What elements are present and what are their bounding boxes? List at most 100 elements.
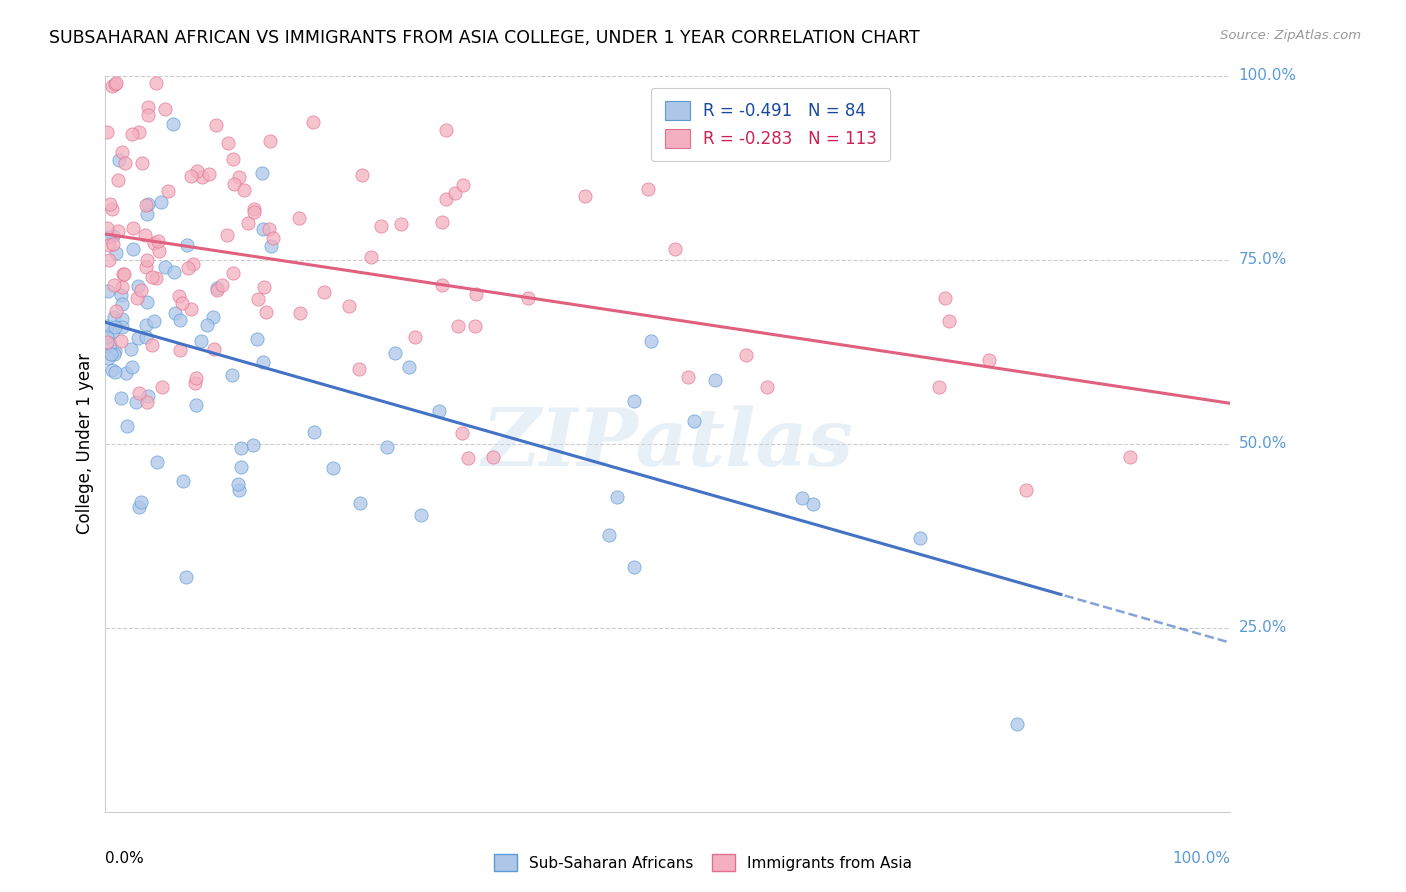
Point	[136, 197, 159, 211]
Point	[180, 169, 202, 183]
Point	[131, 156, 153, 170]
Point	[153, 102, 176, 116]
Point	[349, 496, 371, 510]
Point	[141, 269, 163, 284]
Point	[162, 117, 184, 131]
Point	[246, 293, 269, 307]
Point	[404, 330, 426, 344]
Point	[934, 291, 956, 305]
Point	[115, 366, 138, 380]
Point	[104, 365, 127, 379]
Point	[370, 219, 392, 233]
Point	[302, 115, 325, 129]
Point	[100, 347, 122, 361]
Point	[195, 318, 218, 332]
Point	[236, 216, 259, 230]
Point	[167, 289, 190, 303]
Point	[664, 242, 686, 256]
Point	[145, 270, 167, 285]
Legend: R = -0.491   N = 84, R = -0.283   N = 113: R = -0.491 N = 84, R = -0.283 N = 113	[651, 87, 890, 161]
Point	[221, 368, 243, 383]
Point	[103, 278, 125, 293]
Point	[177, 261, 200, 276]
Point	[136, 389, 159, 403]
Point	[128, 500, 150, 515]
Point	[129, 495, 152, 509]
Point	[145, 76, 167, 90]
Point	[103, 344, 125, 359]
Point	[176, 237, 198, 252]
Point	[186, 163, 208, 178]
Text: Source: ZipAtlas.com: Source: ZipAtlas.com	[1220, 29, 1361, 42]
Point	[215, 228, 238, 243]
Point	[104, 77, 127, 91]
Point	[121, 359, 143, 374]
Point	[253, 279, 276, 293]
Point	[360, 251, 382, 265]
Point	[1015, 483, 1038, 497]
Point	[682, 414, 704, 428]
Point	[444, 186, 467, 201]
Point	[312, 285, 335, 299]
Point	[110, 334, 132, 349]
Point	[172, 475, 194, 489]
Point	[398, 359, 420, 374]
Point	[127, 279, 149, 293]
Point	[222, 266, 245, 280]
Point	[111, 280, 134, 294]
Point	[127, 331, 149, 345]
Point	[98, 197, 121, 211]
Point	[105, 304, 128, 318]
Point	[174, 569, 197, 583]
Point	[101, 78, 124, 93]
Point	[790, 491, 813, 505]
Point	[801, 497, 824, 511]
Point	[482, 450, 505, 465]
Point	[136, 100, 159, 114]
Point	[170, 296, 193, 310]
Point	[153, 260, 176, 275]
Point	[135, 260, 157, 275]
Point	[149, 195, 172, 210]
Point	[252, 355, 274, 369]
Point	[107, 224, 129, 238]
Point	[205, 118, 228, 132]
Point	[1007, 717, 1029, 731]
Point	[101, 324, 124, 338]
Point	[246, 332, 269, 346]
Point	[202, 310, 225, 325]
Point	[243, 204, 266, 219]
Text: 25.0%: 25.0%	[1239, 620, 1286, 635]
Point	[107, 173, 129, 187]
Point	[103, 310, 125, 325]
Point	[135, 318, 157, 333]
Point	[103, 346, 125, 360]
Point	[304, 425, 326, 439]
Point	[450, 425, 472, 440]
Point	[637, 182, 659, 196]
Point	[606, 490, 628, 504]
Point	[233, 183, 256, 197]
Point	[322, 461, 344, 475]
Point	[163, 306, 186, 320]
Point	[101, 202, 124, 217]
Text: 100.0%: 100.0%	[1173, 851, 1230, 865]
Point	[623, 394, 645, 409]
Text: 100.0%: 100.0%	[1239, 69, 1296, 83]
Point	[427, 404, 450, 418]
Point	[120, 342, 142, 356]
Point	[97, 230, 120, 244]
Point	[389, 218, 412, 232]
Text: 0.0%: 0.0%	[105, 851, 145, 865]
Point	[110, 288, 132, 302]
Point	[96, 318, 118, 333]
Text: SUBSAHARAN AFRICAN VS IMMIGRANTS FROM ASIA COLLEGE, UNDER 1 YEAR CORRELATION CHA: SUBSAHARAN AFRICAN VS IMMIGRANTS FROM AS…	[49, 29, 920, 46]
Point	[125, 291, 148, 305]
Point	[623, 559, 645, 574]
Point	[202, 343, 225, 357]
Point	[148, 244, 170, 258]
Point	[111, 297, 134, 311]
Point	[198, 167, 221, 181]
Point	[259, 222, 281, 236]
Point	[465, 286, 488, 301]
